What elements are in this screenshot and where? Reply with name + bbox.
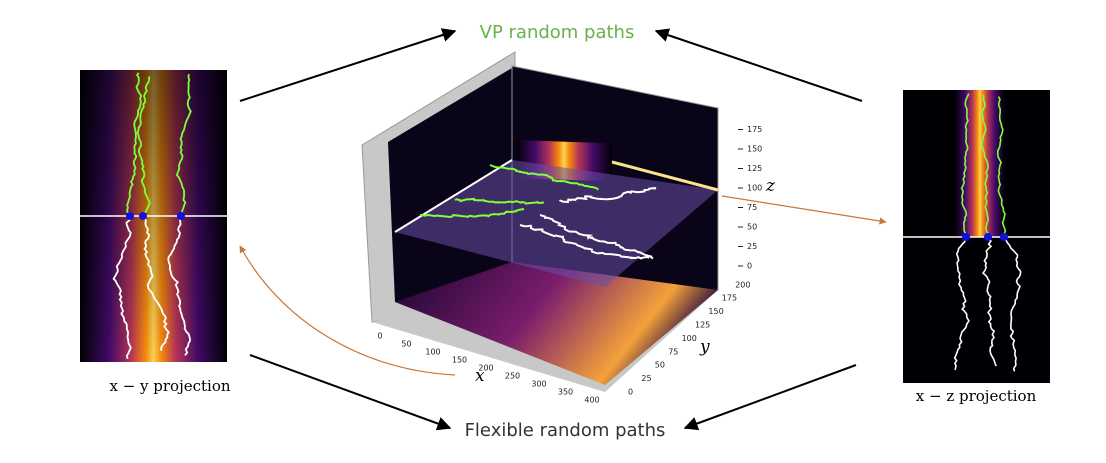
point xyxy=(1000,233,1008,241)
tick-label: 100 xyxy=(425,348,440,357)
path-line xyxy=(539,214,654,260)
tick-label: 75 xyxy=(747,203,757,212)
floor xyxy=(395,262,718,385)
plot-3d: 0501001502002503003504000255075100125150… xyxy=(361,51,776,405)
tick-label: 175 xyxy=(747,125,762,134)
tick-label: 200 xyxy=(735,280,750,289)
point xyxy=(984,233,992,241)
axis-label: z xyxy=(765,176,776,196)
point xyxy=(962,233,970,241)
path-line xyxy=(112,215,133,360)
arrow xyxy=(683,364,857,431)
tick-label: 250 xyxy=(505,372,520,381)
path-line xyxy=(489,164,600,191)
path-line xyxy=(519,224,650,260)
path-line xyxy=(981,236,997,367)
tick-label: 125 xyxy=(695,321,710,330)
path-line xyxy=(167,215,191,356)
plane-edge xyxy=(394,159,513,233)
top-label: VP random paths xyxy=(480,22,635,43)
tick-label: 150 xyxy=(747,145,762,154)
plane-edge xyxy=(611,160,719,192)
left-panel: x − y projection xyxy=(80,70,231,395)
tick-label: 175 xyxy=(722,294,737,303)
point xyxy=(177,212,185,220)
path-line xyxy=(559,187,657,204)
tick-label: 50 xyxy=(401,340,411,349)
arrow xyxy=(239,28,457,102)
tick-label: 25 xyxy=(747,242,757,251)
tick-label: 50 xyxy=(655,361,665,370)
arrow xyxy=(239,245,456,376)
path-line xyxy=(980,94,990,238)
tick-label: 100 xyxy=(682,334,697,343)
tick-label: 100 xyxy=(747,184,762,193)
paths xyxy=(953,93,1022,372)
path-line xyxy=(953,236,970,371)
point xyxy=(139,212,147,220)
path-line xyxy=(142,215,170,351)
path-line xyxy=(136,76,151,217)
tick-label: 300 xyxy=(531,380,546,389)
tick-label: 25 xyxy=(641,374,651,383)
tick-label: 0 xyxy=(377,332,382,341)
tick-label: 400 xyxy=(584,396,599,405)
arrow xyxy=(249,354,452,431)
arrow xyxy=(721,195,887,225)
caption: x − y projection xyxy=(109,377,230,395)
path-line xyxy=(420,208,525,219)
tick-label: 150 xyxy=(708,307,723,316)
axis-label: x xyxy=(475,366,485,386)
path-line xyxy=(1003,236,1022,372)
path-line xyxy=(126,72,143,217)
path-line xyxy=(960,93,970,238)
tick-label: 125 xyxy=(747,164,762,173)
point xyxy=(126,212,134,220)
bottom-label: Flexible random paths xyxy=(465,420,666,441)
path-line xyxy=(175,73,192,217)
tick-label: 0 xyxy=(628,388,633,397)
arrow xyxy=(654,28,863,102)
ticks: 0501001502002503003504000255075100125150… xyxy=(377,125,762,405)
tick-label: 150 xyxy=(452,356,467,365)
axis-label: y xyxy=(699,337,710,357)
path-line xyxy=(454,197,545,205)
right-panel: x − z projection xyxy=(903,90,1050,405)
tick-label: 200 xyxy=(478,364,493,373)
tick-label: 50 xyxy=(747,223,757,232)
paths xyxy=(420,164,657,260)
tick-label: 0 xyxy=(747,262,752,271)
tick-label: 350 xyxy=(558,388,573,397)
tick-label: 75 xyxy=(668,347,678,356)
path-line xyxy=(996,96,1007,238)
heatmap xyxy=(955,90,1005,237)
paths xyxy=(112,72,192,360)
caption: x − z projection xyxy=(916,387,1037,405)
